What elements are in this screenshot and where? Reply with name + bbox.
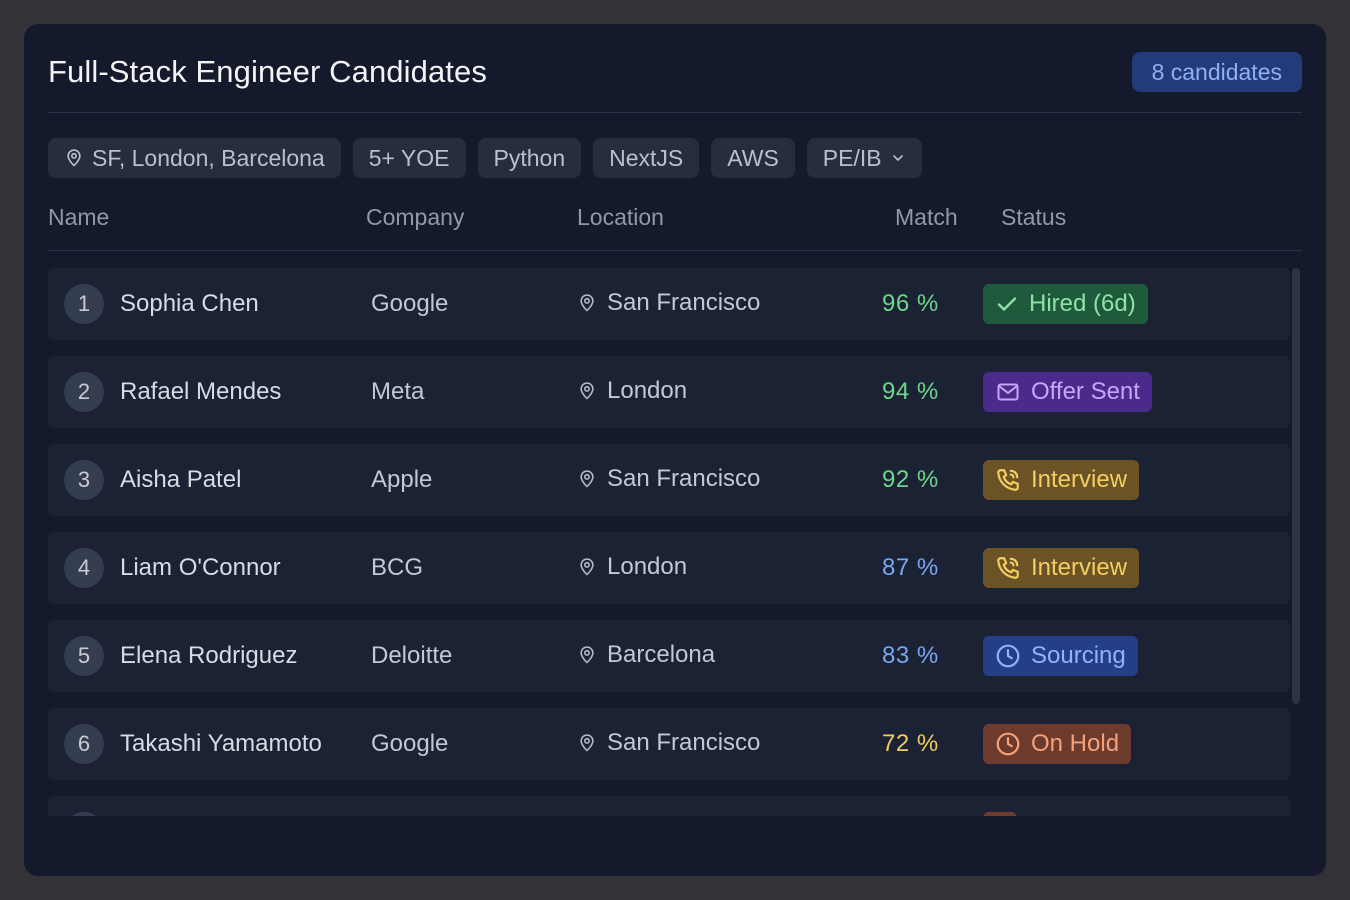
- candidate-row[interactable]: 3 Aisha Patel Apple San Francisco 92 % I…: [48, 444, 1290, 516]
- candidate-location-label: Barcelona: [607, 641, 716, 668]
- status-badge[interactable]: Interview: [983, 548, 1140, 588]
- row-number-badge: [64, 812, 104, 816]
- status-badge[interactable]: Sourcing: [983, 636, 1138, 676]
- status-label: Sourcing: [1031, 642, 1126, 669]
- row-number-badge: 3: [64, 460, 104, 500]
- location-pin-icon: [577, 468, 597, 490]
- candidate-location-label: London: [607, 377, 688, 404]
- location-pin-icon: [577, 556, 597, 578]
- page-title: Full-Stack Engineer Candidates: [48, 54, 487, 89]
- filter-chip-label: PE/IB: [822, 144, 882, 171]
- column-header-location[interactable]: Location: [577, 204, 664, 230]
- candidate-company: BCG: [371, 554, 424, 581]
- location-pin-icon: [577, 292, 597, 314]
- match-score: 87 %: [882, 554, 939, 581]
- filter-chip-label: NextJS: [609, 144, 684, 171]
- candidate-name[interactable]: Aisha Patel: [120, 466, 242, 493]
- match-score: 92 %: [882, 466, 939, 493]
- filter-chip-pe-ib-dropdown[interactable]: PE/IB: [806, 138, 922, 178]
- filter-chip-label: 5+ YOE: [368, 144, 450, 171]
- candidate-count-badge: 8 candidates: [1131, 52, 1302, 92]
- row-number-badge: 4: [64, 548, 104, 588]
- row-number-badge: 1: [64, 284, 104, 324]
- candidate-company: Meta: [371, 378, 425, 405]
- candidate-location-label: San Francisco: [607, 465, 761, 492]
- candidate-location-label: San Francisco: [607, 289, 761, 316]
- filter-chip-nextjs[interactable]: NextJS: [593, 138, 700, 178]
- column-header-match[interactable]: Match: [895, 204, 958, 230]
- candidate-company: Deloitte: [371, 642, 453, 669]
- filter-chip-location[interactable]: SF, London, Barcelona: [48, 138, 341, 178]
- filter-chip-label: Python: [493, 144, 566, 171]
- candidate-row[interactable]: 2 Rafael Mendes Meta London 94 % Offer S…: [48, 356, 1290, 428]
- match-score: 72 %: [882, 730, 939, 757]
- list-scrollbar[interactable]: [1292, 268, 1300, 704]
- phone-icon: [995, 467, 1021, 493]
- candidate-company: Google: [371, 290, 449, 317]
- status-label: Offer Sent: [1031, 378, 1140, 405]
- candidate-company: Google: [371, 730, 449, 757]
- candidate-location: San Francisco: [577, 465, 760, 493]
- clock-icon: [995, 643, 1021, 669]
- status-label: Interview: [1031, 554, 1128, 581]
- match-score: 96 %: [882, 290, 939, 317]
- candidate-location: San Francisco: [577, 289, 760, 317]
- filter-chip-aws[interactable]: AWS: [711, 138, 795, 178]
- candidate-row[interactable]: 5 Elena Rodriguez Deloitte Barcelona 83 …: [48, 620, 1290, 692]
- match-score: 94 %: [882, 378, 939, 405]
- candidate-list[interactable]: 1 Sophia Chen Google San Francisco 96 % …: [48, 268, 1290, 816]
- mail-icon: [995, 380, 1021, 404]
- row-number-badge: 2: [64, 372, 104, 412]
- column-header-status[interactable]: Status: [1001, 204, 1067, 230]
- status-label: On Hold: [1031, 730, 1120, 757]
- candidate-row[interactable]: 6 Takashi Yamamoto Google San Francisco …: [48, 708, 1290, 780]
- status-badge[interactable]: Offer Sent: [983, 372, 1152, 412]
- filter-chip-python[interactable]: Python: [477, 138, 582, 178]
- candidate-location: London: [577, 377, 687, 405]
- status-badge[interactable]: Hired (6d): [983, 284, 1148, 324]
- location-pin-icon: [577, 732, 597, 754]
- status-badge[interactable]: [983, 812, 1017, 816]
- column-header-company[interactable]: Company: [366, 204, 465, 230]
- phone-icon: [995, 555, 1021, 581]
- table-header-divider: [48, 250, 1302, 251]
- filter-chip-yoe[interactable]: 5+ YOE: [352, 138, 466, 178]
- match-score: 83 %: [882, 642, 939, 669]
- candidate-company: Apple: [371, 466, 433, 493]
- location-pin-icon: [577, 380, 597, 402]
- filter-chip-label: AWS: [727, 144, 779, 171]
- candidate-name[interactable]: Takashi Yamamoto: [120, 730, 322, 757]
- candidate-location-label: San Francisco: [607, 729, 761, 756]
- candidate-name[interactable]: Elena Rodriguez: [120, 642, 298, 669]
- status-label: Hired (6d): [1029, 290, 1136, 317]
- candidates-panel: Full-Stack Engineer Candidates 8 candida…: [24, 24, 1326, 876]
- panel-header: Full-Stack Engineer Candidates 8 candida…: [48, 52, 1302, 92]
- status-badge[interactable]: On Hold: [983, 724, 1132, 764]
- clock-icon: [995, 731, 1021, 757]
- chevron-down-icon: [890, 150, 906, 166]
- candidate-row[interactable]: [48, 796, 1290, 816]
- check-icon: [995, 292, 1019, 316]
- panel-footer: [24, 816, 1326, 876]
- candidate-row[interactable]: 1 Sophia Chen Google San Francisco 96 % …: [48, 268, 1290, 340]
- candidate-location: San Francisco: [577, 729, 760, 757]
- status-badge[interactable]: Interview: [983, 460, 1140, 500]
- location-pin-icon: [64, 147, 84, 169]
- candidate-name[interactable]: Liam O'Connor: [120, 554, 281, 581]
- candidate-location-label: London: [607, 553, 688, 580]
- table-header: Name Company Location Match Status: [48, 200, 1302, 236]
- column-header-name[interactable]: Name: [48, 204, 110, 230]
- status-label: Interview: [1031, 466, 1128, 493]
- row-number-badge: 6: [64, 724, 104, 764]
- candidate-name[interactable]: Rafael Mendes: [120, 378, 282, 405]
- location-pin-icon: [577, 644, 597, 666]
- filter-chip-label: SF, London, Barcelona: [92, 144, 325, 171]
- header-divider: [48, 112, 1302, 113]
- row-number-badge: 5: [64, 636, 104, 676]
- candidate-location: Barcelona: [577, 641, 715, 669]
- candidate-row[interactable]: 4 Liam O'Connor BCG London 87 % Intervie…: [48, 532, 1290, 604]
- filter-bar: SF, London, Barcelona 5+ YOE Python Next…: [48, 138, 922, 178]
- candidate-name[interactable]: Sophia Chen: [120, 290, 259, 317]
- candidate-location: London: [577, 553, 687, 581]
